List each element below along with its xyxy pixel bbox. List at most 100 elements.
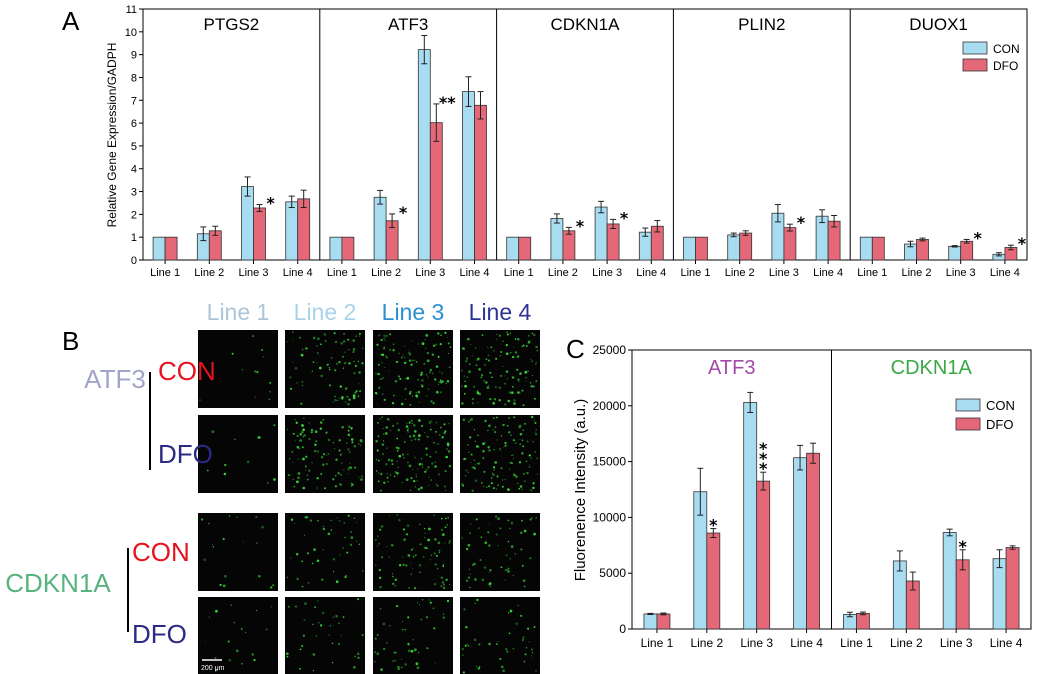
fluorescent-dot <box>507 519 510 522</box>
x-tick-label: Line 4 <box>460 267 490 279</box>
fluorescent-dot <box>314 443 317 447</box>
x-tick-label: Line 4 <box>990 636 1023 650</box>
fluorescent-dot <box>348 349 350 351</box>
fluorescent-dot <box>443 542 446 544</box>
significance-mark: * <box>797 213 806 232</box>
con-bar <box>594 206 608 261</box>
fluorescent-dot <box>417 487 421 491</box>
fluorescent-dot <box>533 532 536 536</box>
fluorescent-dot <box>518 487 521 490</box>
fluorescent-dot <box>522 404 525 407</box>
fluorescent-dot <box>488 485 491 488</box>
fluorescent-dot <box>485 381 488 384</box>
fluorescent-dot <box>441 533 445 536</box>
fluorescent-dot <box>421 466 424 468</box>
fluorescent-dot <box>471 489 474 492</box>
fluorescent-dot <box>496 333 498 336</box>
fluorescent-dot <box>404 441 406 443</box>
fluorescent-dot <box>482 457 485 459</box>
fluorescent-dot <box>399 377 402 380</box>
fluorescent-dot <box>473 562 476 566</box>
fluorescent-dot <box>477 357 480 360</box>
con-bar <box>241 186 254 261</box>
fluorescent-dot <box>338 439 341 442</box>
fluorescent-dot <box>254 396 257 398</box>
group-title: CDKN1A <box>551 15 621 34</box>
fluorescent-dot <box>339 554 341 556</box>
fluorescent-dot <box>378 569 381 572</box>
fluorescent-dot <box>338 449 341 452</box>
fluorescent-dot <box>430 420 433 422</box>
fluorescent-dot <box>353 517 356 520</box>
fluorescent-dot <box>322 578 324 580</box>
fluorescent-dot <box>505 554 508 557</box>
plot-frame <box>142 8 1028 261</box>
microscopy-image <box>198 330 278 408</box>
fluorescent-dot <box>517 338 520 341</box>
fluorescent-dot <box>515 475 518 478</box>
fluorescent-dot <box>488 359 490 362</box>
fluorescent-dot <box>525 646 528 649</box>
fluorescent-dot <box>464 644 467 647</box>
fluorescent-dot <box>294 605 298 608</box>
fluorescent-dot <box>315 635 318 638</box>
fluorescent-dot <box>256 371 259 374</box>
dfo-legend-swatch <box>955 417 981 431</box>
fluorescent-dot <box>357 656 360 659</box>
fluorescent-dot <box>502 669 505 672</box>
fluorescent-dot <box>326 454 328 456</box>
fluorescent-dot <box>434 538 437 541</box>
fluorescent-dot <box>319 624 323 627</box>
fluorescent-dot <box>312 336 316 340</box>
fluorescent-dot <box>440 517 443 520</box>
fluorescent-dot <box>531 375 534 377</box>
fluorescent-dot <box>421 599 424 601</box>
fluorescent-dot <box>424 470 427 473</box>
fluorescent-dot <box>379 489 382 492</box>
dfo-bar <box>341 236 355 261</box>
fluorescent-dot <box>500 467 503 470</box>
fluorescent-dot <box>208 447 210 450</box>
fluorescent-dot <box>488 582 492 585</box>
fluorescent-dot <box>308 437 311 440</box>
fluorescent-dot <box>447 449 451 453</box>
fluorescent-dot <box>417 651 420 654</box>
fluorescent-dot <box>251 653 254 656</box>
fluorescent-dot <box>330 357 333 359</box>
fluorescent-dot <box>436 484 439 487</box>
fluorescent-dot <box>268 398 271 401</box>
fluorescent-dot <box>383 377 385 379</box>
fluorescent-dot <box>509 468 511 470</box>
fluorescent-dot <box>361 362 364 365</box>
fluorescent-dot <box>339 453 342 456</box>
x-tick-label: Line 3 <box>239 267 269 279</box>
fluorescent-dot <box>406 524 410 528</box>
fluorescent-dot <box>473 638 477 642</box>
fluorescent-dot <box>377 480 380 483</box>
fluorescent-dot <box>392 660 394 662</box>
fluorescent-dot <box>508 417 510 419</box>
fluorescent-dot <box>415 475 418 478</box>
fluorescent-dot <box>473 467 477 470</box>
fluorescent-dot <box>377 348 379 350</box>
fluorescent-dot <box>495 386 497 388</box>
fluorescent-dot <box>448 366 451 369</box>
fluorescent-dot <box>302 349 304 351</box>
fluorescent-dot <box>418 419 421 422</box>
fluorescent-dot <box>325 431 328 434</box>
fluorescent-dot <box>292 432 295 435</box>
x-tick-label: Line 4 <box>636 267 666 279</box>
fluorescent-dot <box>328 634 330 636</box>
fluorescent-dot <box>301 430 304 434</box>
fluorescent-dot <box>512 346 514 348</box>
fluorescent-dot <box>286 428 289 431</box>
fluorescent-dot <box>504 383 506 385</box>
fluorescent-dot <box>412 555 415 558</box>
fluorescent-dot <box>415 361 418 363</box>
x-tick-label: Line 4 <box>790 636 823 650</box>
fluorescent-dot <box>410 562 412 564</box>
fluorescent-dot <box>413 479 416 483</box>
fluorescent-dot <box>418 523 421 526</box>
fluorescent-dot <box>356 521 358 524</box>
column-header: Line 1 <box>207 299 270 325</box>
